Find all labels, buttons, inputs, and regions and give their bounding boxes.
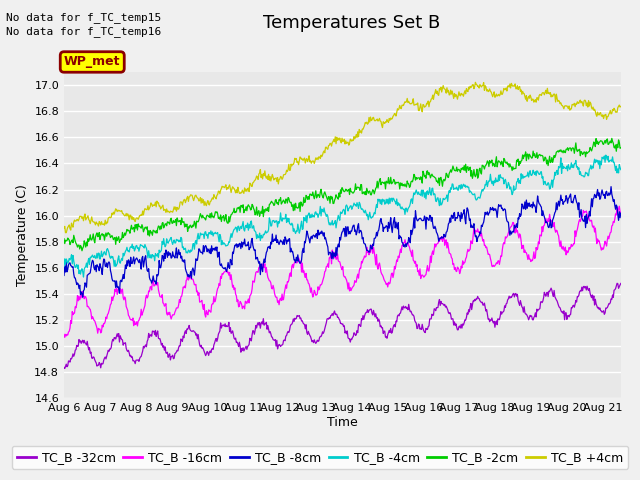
TC_B +4cm [63, 227, 71, 233]
TC_B +4cm [617, 104, 625, 109]
Legend: TC_B -32cm, TC_B -16cm, TC_B -8cm, TC_B -4cm, TC_B -2cm, TC_B +4cm: TC_B -32cm, TC_B -16cm, TC_B -8cm, TC_B … [12, 446, 628, 469]
TC_B -16cm [617, 209, 625, 215]
Text: Temperatures Set B: Temperatures Set B [264, 14, 440, 33]
TC_B -2cm [63, 238, 70, 244]
Line: TC_B -2cm: TC_B -2cm [64, 138, 621, 251]
TC_B -32cm [298, 318, 306, 324]
TC_B +4cm [139, 208, 147, 214]
TC_B -4cm [319, 209, 327, 215]
Line: TC_B -8cm: TC_B -8cm [64, 187, 621, 297]
X-axis label: Time: Time [327, 416, 358, 429]
TC_B -2cm [78, 248, 86, 253]
TC_B -4cm [63, 256, 70, 262]
TC_B -8cm [617, 210, 625, 216]
TC_B -2cm [60, 236, 68, 241]
TC_B -2cm [139, 224, 147, 230]
TC_B -8cm [460, 207, 468, 213]
Line: TC_B -4cm: TC_B -4cm [64, 155, 621, 277]
TC_B -8cm [298, 249, 306, 254]
TC_B -4cm [298, 227, 306, 232]
TC_B +4cm [60, 225, 68, 231]
TC_B -32cm [61, 366, 68, 372]
TC_B -8cm [79, 294, 86, 300]
Text: WP_met: WP_met [64, 56, 120, 69]
TC_B -2cm [460, 163, 468, 168]
Line: TC_B +4cm: TC_B +4cm [64, 82, 621, 233]
TC_B -4cm [460, 183, 468, 189]
TC_B -32cm [617, 281, 625, 287]
TC_B -16cm [474, 226, 481, 232]
TC_B -2cm [617, 145, 625, 151]
Text: No data for f_TC_temp15: No data for f_TC_temp15 [6, 12, 162, 23]
TC_B -32cm [460, 320, 468, 325]
TC_B -8cm [474, 235, 481, 241]
TC_B -16cm [616, 204, 623, 209]
TC_B -4cm [474, 195, 481, 201]
TC_B -16cm [139, 310, 147, 315]
TC_B -16cm [63, 332, 71, 337]
TC_B -16cm [298, 260, 306, 266]
TC_B +4cm [61, 230, 69, 236]
TC_B -32cm [60, 364, 68, 370]
TC_B -8cm [319, 233, 327, 239]
TC_B -32cm [474, 293, 481, 299]
TC_B -32cm [139, 348, 147, 354]
TC_B +4cm [298, 156, 306, 162]
TC_B +4cm [319, 149, 327, 155]
TC_B -16cm [60, 332, 68, 337]
TC_B -8cm [60, 273, 68, 278]
TC_B -4cm [602, 152, 610, 158]
TC_B -32cm [613, 280, 621, 286]
TC_B -8cm [139, 253, 147, 259]
TC_B -8cm [63, 259, 70, 264]
TC_B -16cm [319, 276, 327, 282]
TC_B -32cm [319, 331, 327, 336]
TC_B -32cm [63, 364, 71, 370]
TC_B -2cm [298, 204, 306, 209]
TC_B +4cm [472, 79, 479, 85]
TC_B +4cm [460, 90, 468, 96]
TC_B -4cm [60, 264, 68, 269]
TC_B +4cm [475, 83, 483, 89]
TC_B -16cm [460, 260, 468, 266]
TC_B -8cm [607, 184, 615, 190]
TC_B -2cm [319, 195, 327, 201]
Line: TC_B -16cm: TC_B -16cm [64, 206, 621, 337]
TC_B -16cm [61, 335, 68, 340]
TC_B -2cm [608, 135, 616, 141]
TC_B -4cm [79, 274, 87, 280]
Y-axis label: Temperature (C): Temperature (C) [16, 184, 29, 286]
Text: No data for f_TC_temp16: No data for f_TC_temp16 [6, 26, 162, 37]
TC_B -4cm [139, 243, 147, 249]
TC_B -4cm [617, 167, 625, 172]
Line: TC_B -32cm: TC_B -32cm [64, 283, 621, 369]
TC_B -2cm [474, 175, 481, 181]
